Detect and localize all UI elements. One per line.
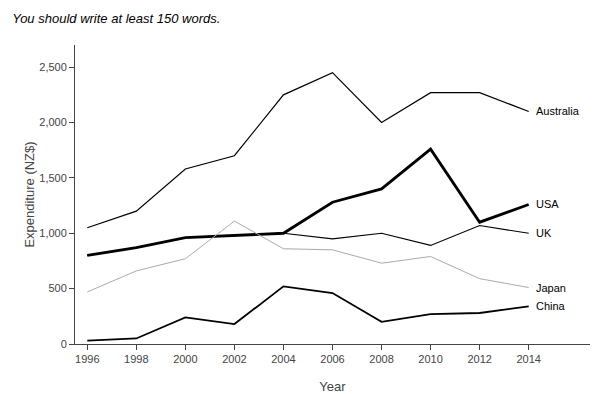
svg-text:0: 0 bbox=[61, 338, 67, 350]
svg-text:Expenditure (NZ$): Expenditure (NZ$) bbox=[22, 141, 37, 247]
svg-text:2014: 2014 bbox=[516, 353, 540, 365]
svg-text:China: China bbox=[536, 300, 566, 312]
svg-text:500: 500 bbox=[48, 282, 66, 294]
svg-text:2004: 2004 bbox=[271, 353, 295, 365]
svg-text:1996: 1996 bbox=[75, 353, 99, 365]
svg-text:USA: USA bbox=[536, 198, 559, 210]
svg-text:1998: 1998 bbox=[124, 353, 148, 365]
svg-text:Year: Year bbox=[319, 379, 346, 394]
svg-text:2008: 2008 bbox=[369, 353, 393, 365]
svg-text:2,500: 2,500 bbox=[39, 61, 67, 73]
svg-text:2000: 2000 bbox=[173, 353, 197, 365]
svg-text:2006: 2006 bbox=[320, 353, 344, 365]
svg-text:2,000: 2,000 bbox=[39, 116, 67, 128]
svg-text:2010: 2010 bbox=[418, 353, 442, 365]
svg-text:2012: 2012 bbox=[467, 353, 491, 365]
svg-text:1,000: 1,000 bbox=[39, 227, 67, 239]
svg-text:You should write at least 150: You should write at least 150 words. bbox=[12, 11, 220, 26]
svg-text:Australia: Australia bbox=[536, 105, 580, 117]
svg-text:1,500: 1,500 bbox=[39, 172, 67, 184]
svg-text:Japan: Japan bbox=[536, 282, 566, 294]
svg-text:2002: 2002 bbox=[222, 353, 246, 365]
svg-text:UK: UK bbox=[536, 227, 552, 239]
